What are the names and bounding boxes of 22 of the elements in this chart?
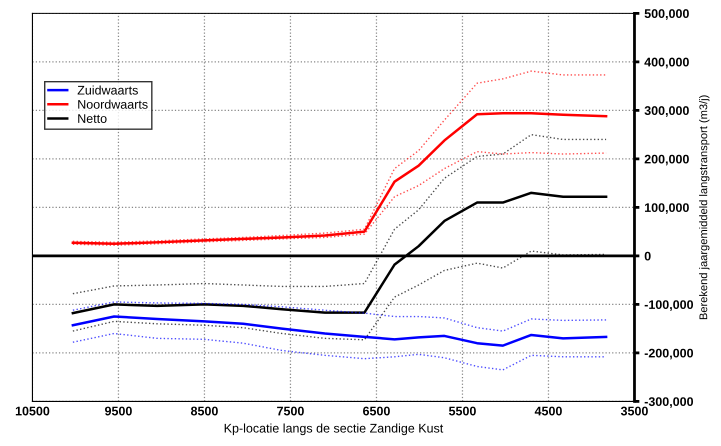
x-tick-label: 4500	[534, 406, 562, 416]
y-tick-label: 500,000	[644, 9, 689, 20]
legend-label: Noordwaarts	[78, 100, 148, 109]
y-tick-label: -100,000	[644, 300, 694, 311]
x-tick-label: 3500	[620, 406, 648, 416]
y-axis-title: Berekend jaargemiddeld langstransport (m3/j)	[699, 95, 710, 320]
x-axis-title: Kp-locatie langs de sectie Zandige Kust	[224, 423, 444, 436]
y-tick-label: 100,000	[644, 203, 689, 214]
x-tick-label: 7500	[277, 406, 304, 416]
y-tick-label: -300,000	[644, 397, 694, 408]
y-tick-label: 0	[644, 252, 651, 261]
legend-label: Netto	[78, 114, 107, 123]
legend-label: Zuidwaarts	[78, 85, 138, 95]
y-tick-label: -200,000	[644, 348, 694, 360]
x-tick-label: 9500	[104, 406, 132, 416]
y-tick-label: 300,000	[644, 106, 689, 117]
x-tick-label: 5500	[448, 406, 476, 416]
y-tick-label: 200,000	[644, 154, 689, 166]
y-tick-label: 400,000	[644, 58, 689, 68]
x-tick-label: 10500	[16, 406, 50, 416]
x-tick-label: 8500	[190, 406, 218, 416]
x-tick-label: 6500	[363, 406, 390, 416]
